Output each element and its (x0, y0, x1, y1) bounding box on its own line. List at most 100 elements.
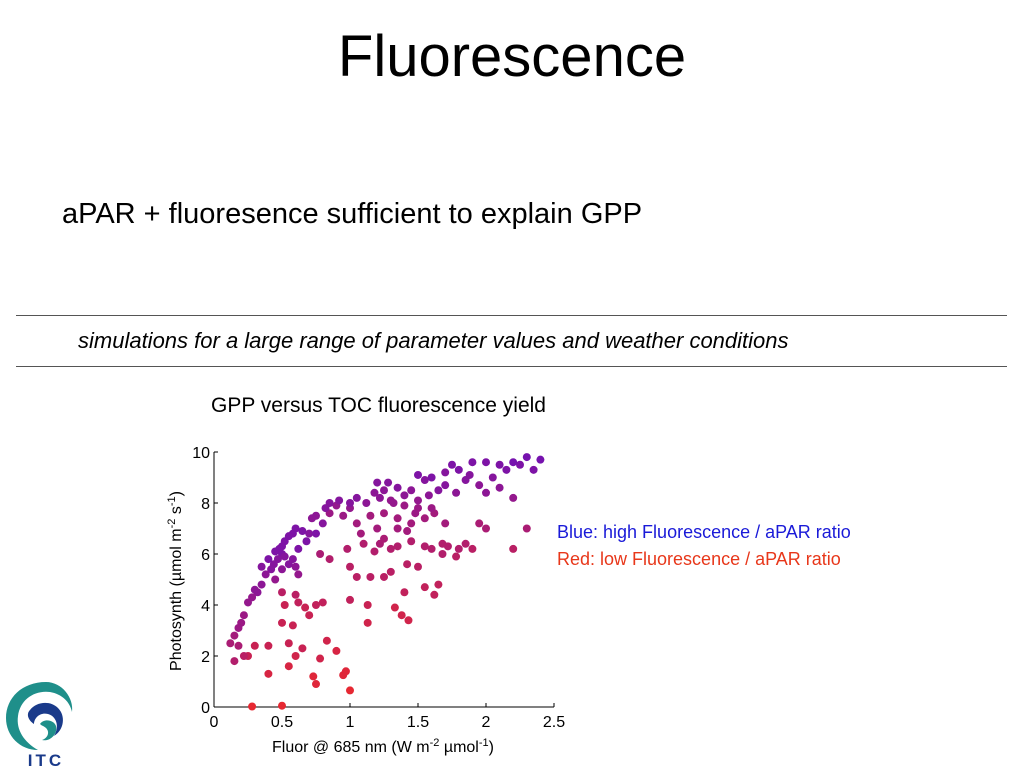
y-axis-label: Photosynth (µmol m-2 s-1) (166, 491, 185, 671)
data-point (414, 562, 422, 571)
data-point (375, 493, 384, 502)
data-point (427, 473, 436, 482)
legend-blue-entry: Blue: high Fluorescence / aPAR ratio (557, 522, 851, 542)
data-point (307, 514, 316, 523)
data-point (407, 519, 416, 528)
data-point (291, 652, 300, 660)
data-point (352, 572, 361, 581)
simulation-caption: simulations for a large range of paramet… (78, 328, 789, 353)
data-point (325, 555, 334, 564)
data-point (257, 580, 266, 589)
data-point (400, 588, 409, 597)
data-point (397, 611, 406, 620)
x-tick-label: 1.5 (407, 714, 429, 731)
data-point (448, 460, 456, 469)
data-point (366, 572, 375, 581)
data-point (316, 654, 325, 663)
data-point (384, 478, 393, 487)
data-point (407, 537, 416, 546)
data-point (475, 481, 484, 490)
data-point (284, 639, 293, 648)
data-point (482, 458, 490, 467)
data-point (403, 560, 412, 569)
data-point (322, 636, 331, 645)
logo-text: ITC (28, 751, 64, 768)
data-point (278, 701, 286, 710)
data-point (522, 524, 531, 533)
data-point (352, 519, 361, 528)
data-point (346, 499, 354, 507)
data-point (502, 465, 511, 474)
data-point (529, 465, 538, 474)
data-point (495, 483, 504, 492)
data-point (352, 493, 361, 502)
data-point (278, 588, 286, 597)
data-point (301, 603, 310, 612)
data-point (373, 478, 382, 487)
bullet-text: aPAR + fluoresence sufficient to explain… (62, 198, 643, 230)
data-point (454, 465, 463, 474)
data-point (335, 496, 344, 505)
data-point (288, 621, 297, 630)
data-point (332, 646, 341, 655)
data-point (288, 555, 297, 564)
data-point (250, 585, 259, 594)
chart-legend: Blue: high Fluorescence / aPAR ratio Red… (557, 519, 851, 573)
data-point (239, 652, 248, 660)
y-tick-label: 6 (201, 547, 210, 564)
data-point (509, 544, 518, 553)
data-point (264, 641, 273, 650)
data-point (482, 524, 490, 533)
data-point (400, 501, 409, 510)
data-point (454, 544, 463, 553)
divider-top (16, 315, 1007, 316)
data-point (264, 669, 273, 678)
data-point (414, 496, 422, 505)
data-point (318, 519, 327, 528)
data-point (359, 539, 368, 548)
data-point (267, 565, 276, 574)
data-point (343, 544, 352, 553)
data-point (234, 623, 243, 632)
x-tick-label: 2.5 (543, 714, 565, 731)
data-point (488, 473, 497, 482)
data-point (373, 524, 382, 533)
data-point (294, 598, 303, 607)
data-point (356, 529, 365, 538)
data-point (318, 598, 327, 607)
data-point (312, 601, 320, 609)
data-point (482, 488, 490, 497)
data-point (393, 524, 402, 533)
chart-title: GPP versus TOC fluorescence yield (211, 394, 546, 417)
data-point (522, 453, 531, 462)
data-point (414, 470, 422, 479)
data-point (280, 552, 289, 561)
data-point (441, 481, 450, 490)
data-point (407, 486, 416, 495)
data-point (420, 542, 429, 551)
data-point (271, 575, 280, 584)
x-axis-label: Fluor @ 685 nm (W m-2 µmol-1) (272, 737, 494, 756)
data-point (362, 499, 371, 507)
plot-axes (213, 451, 555, 708)
data-point (420, 514, 429, 523)
data-point (278, 565, 286, 574)
divider-bottom (16, 366, 1007, 367)
data-point (248, 702, 257, 711)
data-point (291, 590, 300, 599)
data-point (380, 486, 388, 495)
x-tick-label: 0 (210, 714, 219, 731)
data-point (411, 509, 420, 518)
data-point (420, 476, 429, 485)
data-point (438, 550, 447, 558)
data-point (393, 514, 402, 523)
data-point (239, 611, 248, 620)
data-point (305, 611, 314, 620)
data-point (280, 601, 289, 609)
data-point (430, 590, 439, 599)
data-point (509, 458, 518, 467)
data-point (226, 639, 235, 648)
data-point (257, 562, 266, 571)
data-point (346, 562, 354, 571)
data-point (363, 601, 372, 609)
